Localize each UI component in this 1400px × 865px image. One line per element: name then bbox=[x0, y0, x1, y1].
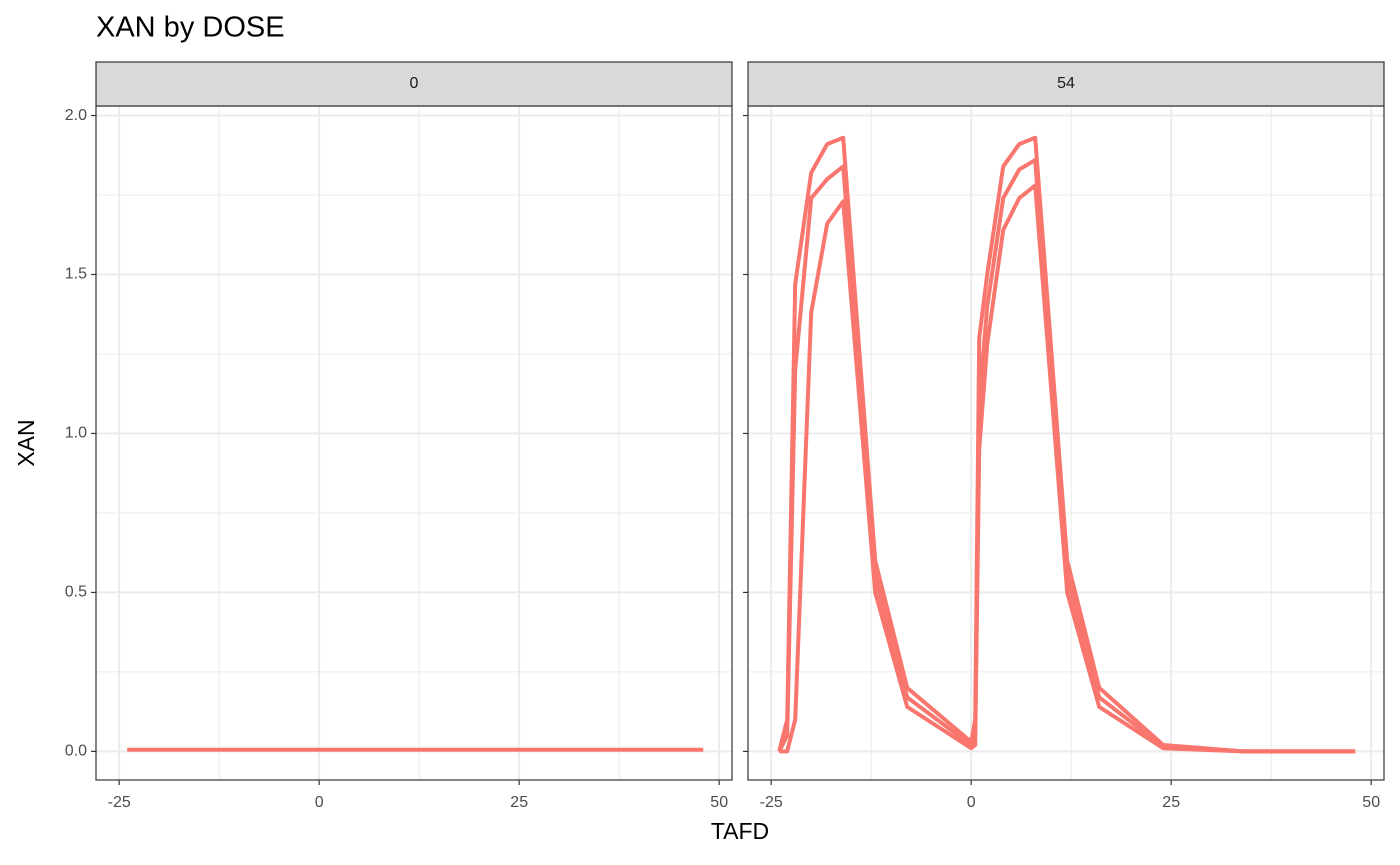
y-tick-label: 1.0 bbox=[65, 425, 87, 442]
y-axis-label: XAN bbox=[13, 419, 39, 466]
x-tick-label: 0 bbox=[967, 794, 976, 811]
x-tick-label: 50 bbox=[1362, 794, 1380, 811]
panel-background bbox=[748, 106, 1384, 780]
y-tick-label: 0.5 bbox=[65, 584, 87, 601]
x-tick-label: 50 bbox=[710, 794, 728, 811]
chart-title: XAN by DOSE bbox=[96, 12, 285, 44]
x-tick-label: 25 bbox=[1162, 794, 1180, 811]
y-tick-label: 2.0 bbox=[65, 107, 87, 124]
facet-strip bbox=[95, 61, 733, 107]
panel-background bbox=[96, 106, 732, 780]
facet-label: 54 bbox=[1057, 75, 1075, 92]
x-tick-label: 25 bbox=[510, 794, 528, 811]
y-tick-label: 0.0 bbox=[65, 743, 87, 760]
data-line bbox=[779, 183, 1356, 754]
x-axis-label: TAFD bbox=[711, 818, 769, 844]
facet-label: 0 bbox=[410, 75, 419, 92]
x-tick-label: -25 bbox=[760, 794, 783, 811]
facet-strip bbox=[747, 61, 1385, 107]
y-tick-label: 1.5 bbox=[65, 266, 87, 283]
x-tick-label: -25 bbox=[108, 794, 131, 811]
x-tick-label: 0 bbox=[315, 794, 324, 811]
